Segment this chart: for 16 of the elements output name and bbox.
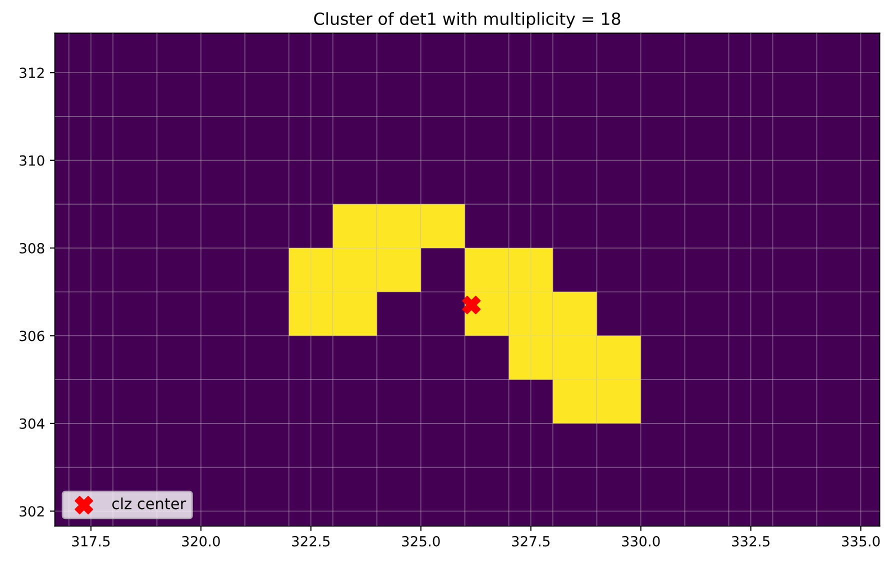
x-tick-label: 335.0 [842,536,880,547]
x-tick-label: 320.0 [182,536,220,547]
y-tick-label: 302 [20,506,44,517]
legend-label: clz center [112,497,186,510]
x-tick-label: 317.5 [72,536,110,547]
y-tick-label: 304 [20,418,44,429]
y-tick-label: 310 [20,155,44,166]
y-tick-label: 308 [20,242,44,254]
x-tick-label: 325.0 [402,536,440,547]
x-tick-label: 327.5 [512,536,550,547]
y-tick-label: 312 [20,68,44,78]
x-tick-label: 322.5 [292,536,330,547]
y-tick-label: 306 [20,330,44,342]
chart-title: Cluster of det1 with multiplicity = 18 [314,12,620,28]
x-tick-label: 330.0 [622,536,660,547]
x-tick-label: 332.5 [732,536,770,547]
